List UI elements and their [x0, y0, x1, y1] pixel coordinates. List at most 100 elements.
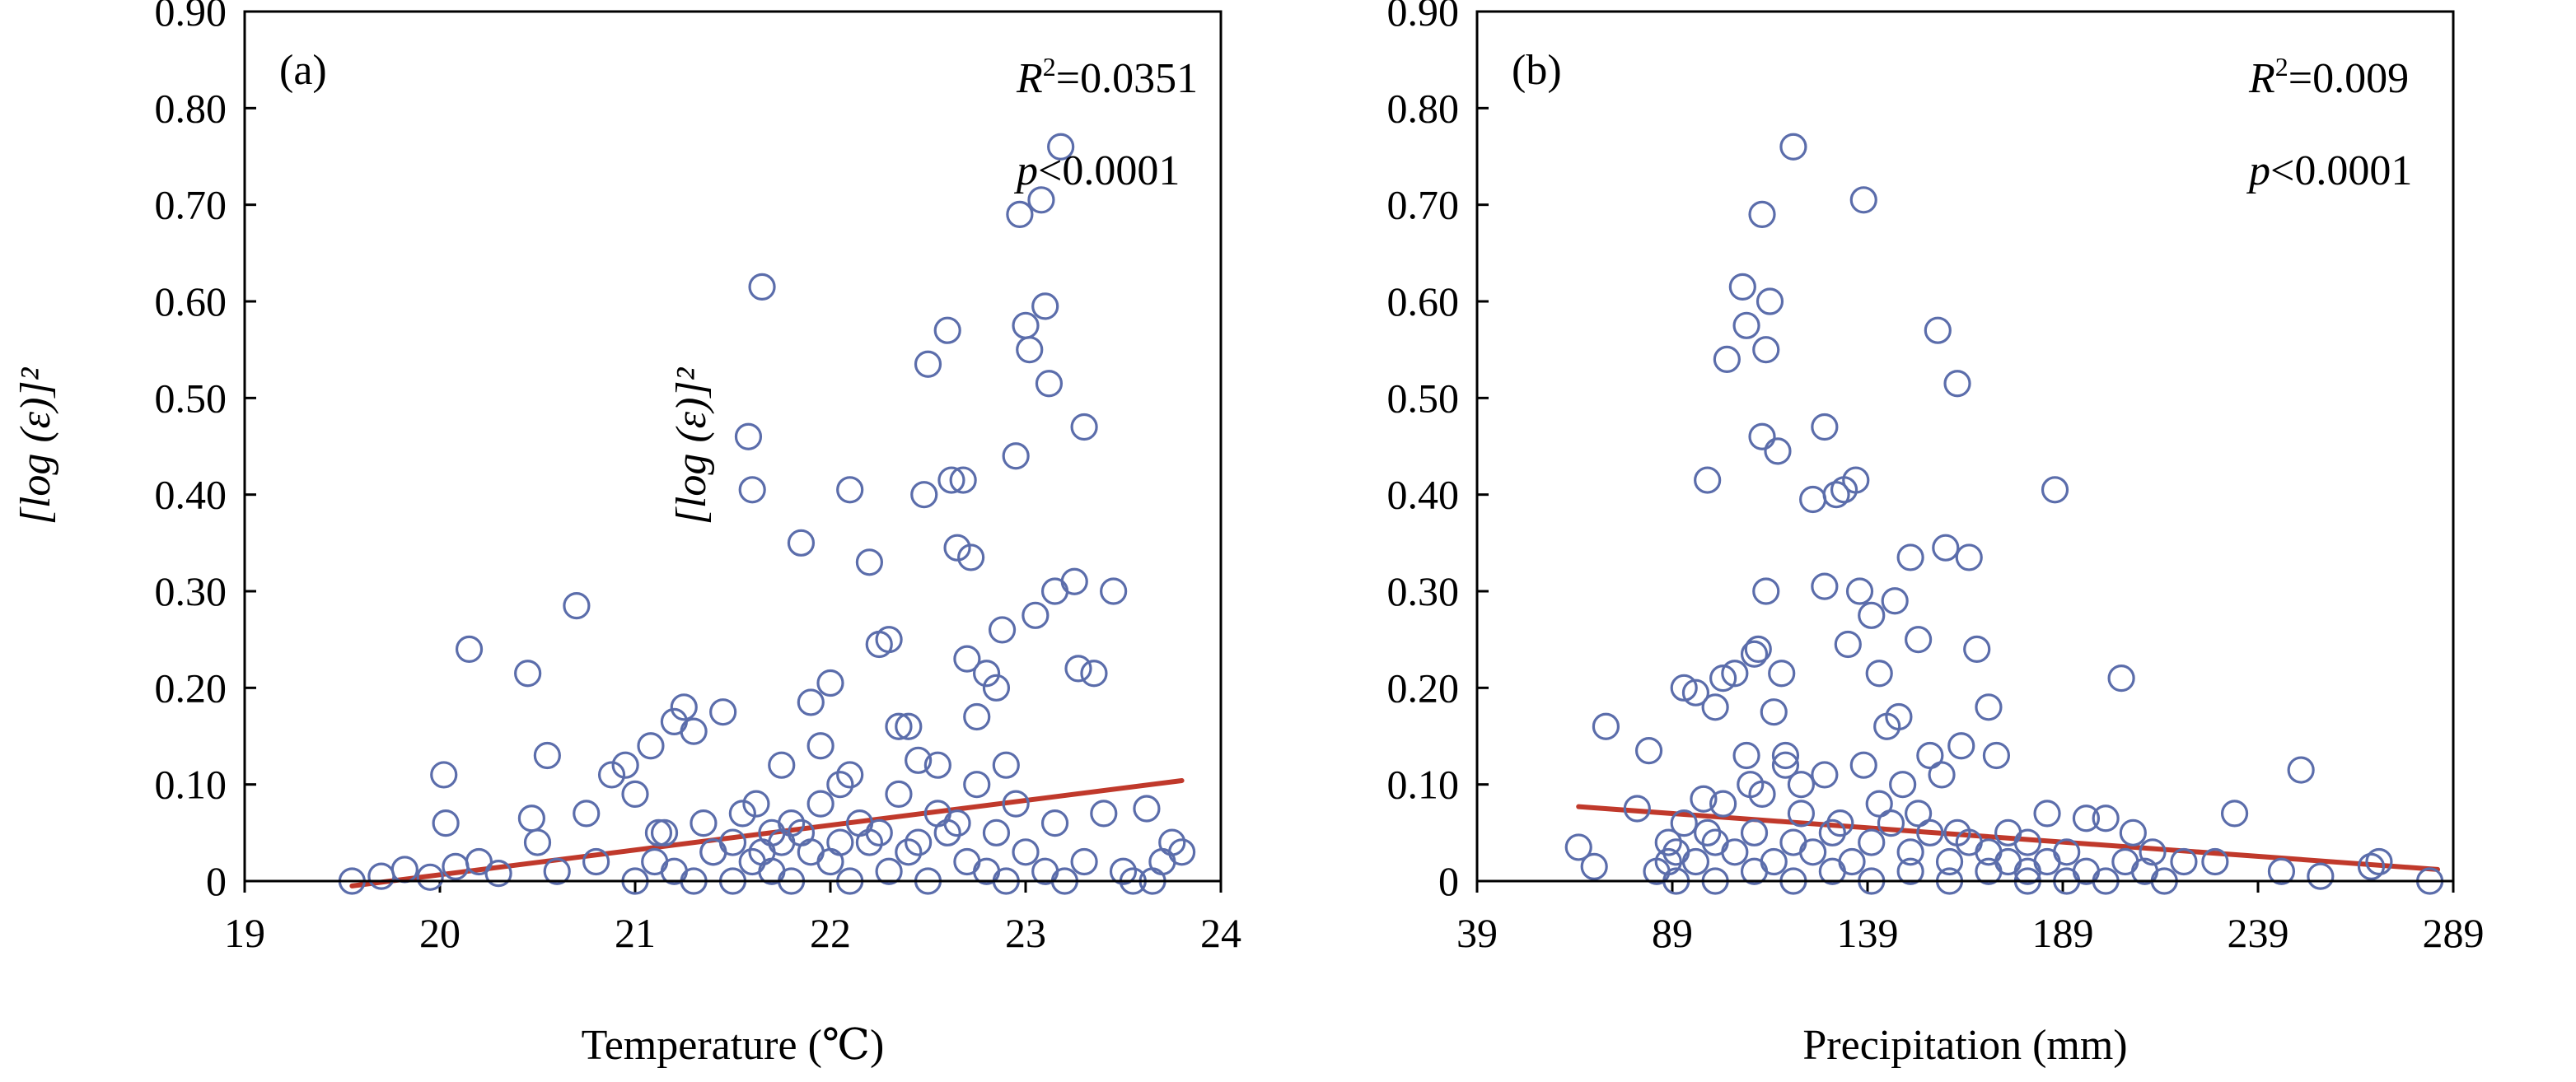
- scatter-point: [988, 616, 1017, 644]
- x-tick-label: 239: [2228, 910, 2289, 956]
- scatter-point: [943, 809, 971, 837]
- scatter-point: [855, 548, 884, 576]
- scatter-point: [1826, 809, 1854, 837]
- scatter-point: [1896, 543, 1924, 571]
- scatter-point: [670, 693, 698, 721]
- scatter-point: [826, 771, 854, 799]
- scatter-point: [1764, 437, 1792, 465]
- scatter-point: [1858, 601, 1886, 629]
- scatter-point: [430, 761, 458, 789]
- r-squared-value: =0.009: [2288, 55, 2409, 102]
- scatter-point: [1740, 640, 1769, 668]
- scatter-point: [933, 316, 961, 344]
- scatter-point: [836, 761, 864, 789]
- y-tick-label: 0.50: [155, 375, 227, 421]
- scatter-point: [949, 466, 977, 494]
- x-tick-label: 19: [224, 910, 265, 956]
- scatter-point: [517, 805, 545, 832]
- scatter-point: [895, 712, 923, 740]
- scatter-point: [1756, 287, 1784, 315]
- scatter-point: [748, 838, 776, 866]
- scatter-point: [1752, 336, 1780, 364]
- scatter-point: [1760, 698, 1788, 726]
- scatter-point: [1027, 186, 1055, 214]
- scatter-point: [905, 746, 933, 774]
- scatter-point: [742, 790, 770, 818]
- scatter-point: [1943, 818, 1971, 846]
- scatter-point: [1885, 702, 1913, 731]
- scatter-point: [1896, 857, 1924, 885]
- y-tick-label: 0.60: [155, 278, 227, 324]
- scatter-point: [1799, 838, 1827, 866]
- scatter-point: [806, 732, 835, 760]
- scatter-point: [1040, 577, 1069, 605]
- scatter-point: [1975, 857, 2003, 885]
- scatter-point: [680, 717, 708, 745]
- scatter-point: [1849, 186, 1877, 214]
- scatter-point: [1771, 751, 1800, 779]
- scatter-point: [1694, 466, 1722, 494]
- scatter-point: [1811, 413, 1839, 441]
- scatter-point: [514, 660, 542, 688]
- scatter-point: [1858, 828, 1886, 856]
- scatter-point: [1842, 466, 1870, 494]
- scatter-point: [637, 732, 665, 760]
- scatter-point: [1002, 790, 1030, 818]
- scatter-point: [367, 862, 395, 890]
- scatter-point: [734, 422, 763, 450]
- scatter-point: [943, 534, 971, 562]
- scatter-point: [1022, 601, 1050, 629]
- x-tick-label: 139: [1837, 910, 1899, 956]
- panel-label: (a): [279, 47, 327, 94]
- scatter-point: [1740, 818, 1769, 846]
- axis-ticks: 19 20 21 22 23 24 0 0.10 0.20 0.30 0.40 0.50 0.60 0.7…: [155, 0, 1242, 956]
- scatter-point: [1865, 660, 1893, 688]
- scatter-point: [709, 698, 737, 726]
- r-squared-superscript: 2: [2275, 52, 2288, 82]
- plot-frame: [243, 10, 1223, 883]
- scatter-point: [797, 838, 825, 866]
- scatter-point: [1768, 660, 1796, 688]
- scatter-point: [728, 800, 756, 828]
- scatter-point: [1994, 818, 2022, 846]
- y-tick-label: 0.50: [1387, 375, 1460, 421]
- scatter-point: [1905, 800, 1933, 828]
- scatter-point: [573, 800, 601, 828]
- scatter-point: [1811, 572, 1839, 600]
- scatter-point: [533, 741, 561, 770]
- scatter-point: [885, 712, 913, 740]
- scatter-point: [1955, 543, 1983, 571]
- y-tick-label: 0.40: [1387, 472, 1460, 518]
- x-tick-label: 22: [810, 910, 851, 956]
- y-tick-label: 0.70: [1387, 182, 1460, 228]
- scatter-point: [1928, 761, 1956, 789]
- r-squared-symbol: R: [1016, 55, 1043, 102]
- scatter-point: [1109, 857, 1138, 885]
- scatter-point: [2220, 800, 2249, 828]
- scatter-point: [1006, 200, 1034, 228]
- scatter-point: [1818, 857, 1846, 885]
- scatter-points: [1564, 133, 2444, 895]
- y-tick-label: 0.80: [1387, 85, 1460, 131]
- scatter-point: [1728, 273, 1756, 301]
- scatter-point: [1721, 660, 1749, 688]
- scatter-point: [1779, 828, 1807, 856]
- scatter-point: [1012, 311, 1040, 339]
- scatter-point: [797, 688, 825, 716]
- scatter-point: [1822, 481, 1850, 509]
- scatter-point: [1982, 741, 2011, 770]
- scatter-point: [650, 818, 679, 846]
- y-tick-label: 0: [206, 858, 227, 904]
- x-axis-title: Precipitation (mm): [1802, 1022, 2127, 1069]
- scatter-point: [1592, 712, 1620, 740]
- scatter-point: [972, 660, 1001, 688]
- scatter-point: [1623, 795, 1651, 823]
- scatter-point: [875, 857, 903, 885]
- scatter-point: [1943, 370, 1971, 398]
- x-axis-title: Temperature (℃): [582, 1022, 885, 1069]
- scatter-point: [1654, 828, 1682, 856]
- scatter-point: [2139, 838, 2167, 866]
- scatter-point: [2119, 818, 2147, 846]
- scatter-point: [748, 273, 776, 301]
- scatter-point: [855, 828, 884, 856]
